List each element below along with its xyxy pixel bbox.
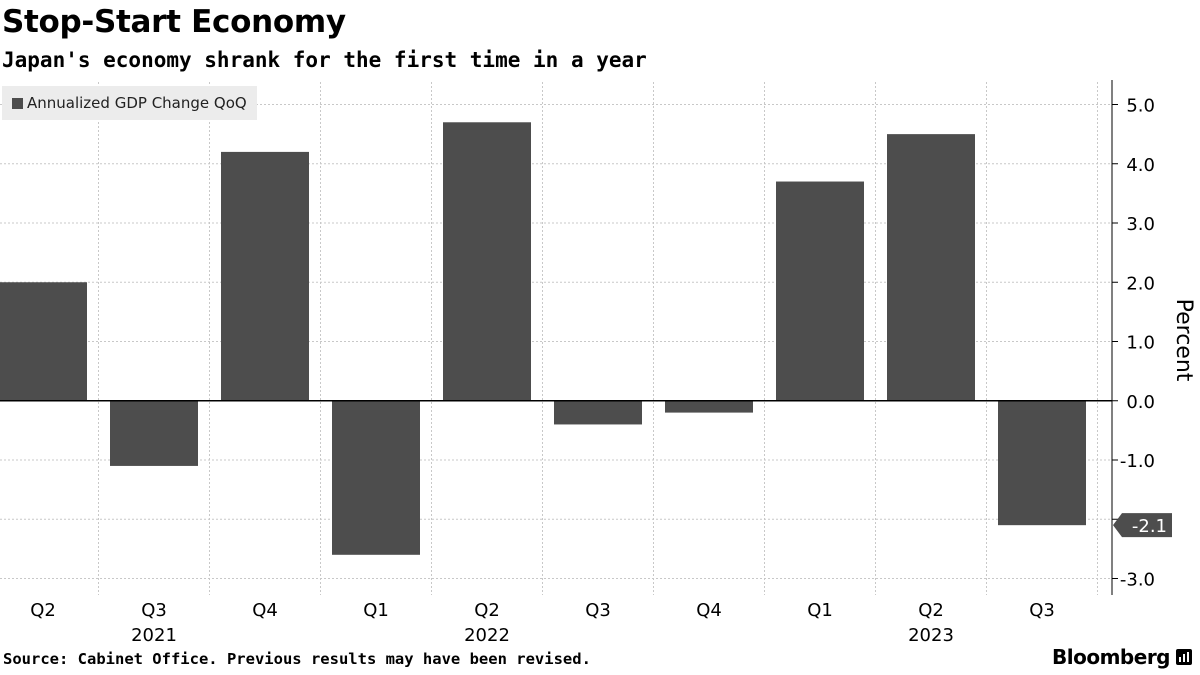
x-tick-label: Q3 [1029, 600, 1055, 621]
x-tick-label: Q4 [252, 600, 278, 621]
brand: Bloomberg [1052, 645, 1192, 669]
y-tick-label: 5.0 [1126, 96, 1155, 117]
bar [998, 400, 1086, 526]
bar [665, 400, 753, 413]
gridlines [0, 82, 1110, 595]
bar [221, 151, 309, 401]
bar [887, 134, 975, 401]
y-tick-label: 0.0 [1126, 392, 1155, 413]
last-value-callout: -2.1 [1113, 513, 1172, 538]
y-tick-label: 3.0 [1126, 214, 1155, 235]
y-axis: 5.04.03.02.01.00.0-1.0-2.0-3.0 [0, 80, 1155, 595]
bar [554, 400, 642, 425]
chart-title: Stop-Start Economy [2, 4, 346, 40]
bar [110, 400, 198, 466]
x-year-label: 2022 [464, 625, 510, 646]
bloomberg-bars-icon [1176, 649, 1192, 665]
legend-swatch [12, 97, 23, 109]
bar [0, 282, 87, 401]
y-tick-label: 4.0 [1126, 155, 1155, 176]
x-tick-label: Q3 [141, 600, 167, 621]
legend: Annualized GDP Change QoQ [2, 86, 257, 120]
x-tick-label: Q1 [363, 600, 389, 621]
bar [776, 181, 864, 401]
bar [332, 400, 420, 555]
y-tick-label: 1.0 [1126, 333, 1155, 354]
chart-subtitle: Japan's economy shrank for the first tim… [2, 48, 647, 72]
x-year-label: 2023 [908, 625, 954, 646]
x-tick-label: Q2 [30, 600, 56, 621]
x-tick-label: Q3 [585, 600, 611, 621]
callout-label: -2.1 [1132, 516, 1167, 537]
legend-label: Annualized GDP Change QoQ [27, 94, 247, 112]
y-tick-label: -1.0 [1120, 451, 1155, 472]
callout-box [1113, 513, 1172, 538]
source-note: Source: Cabinet Office. Previous results… [3, 650, 591, 668]
x-tick-label: Q2 [474, 600, 500, 621]
x-tick-label: Q2 [918, 600, 944, 621]
x-tick-label: Q4 [696, 600, 722, 621]
x-year-label: 2021 [131, 625, 177, 646]
y-axis-label: Percent [1171, 299, 1196, 382]
x-tick-label: Q1 [807, 600, 833, 621]
brand-name: Bloomberg [1052, 645, 1170, 669]
bar [443, 122, 531, 401]
y-tick-label: 2.0 [1126, 273, 1155, 294]
bars [0, 122, 1086, 555]
x-axis: Q2 Q3 Q4 Q1 Q2 Q3 Q4 Q1 Q2 Q3 2021 2022 2023 [30, 600, 1055, 646]
y-tick-label: -3.0 [1120, 570, 1155, 591]
